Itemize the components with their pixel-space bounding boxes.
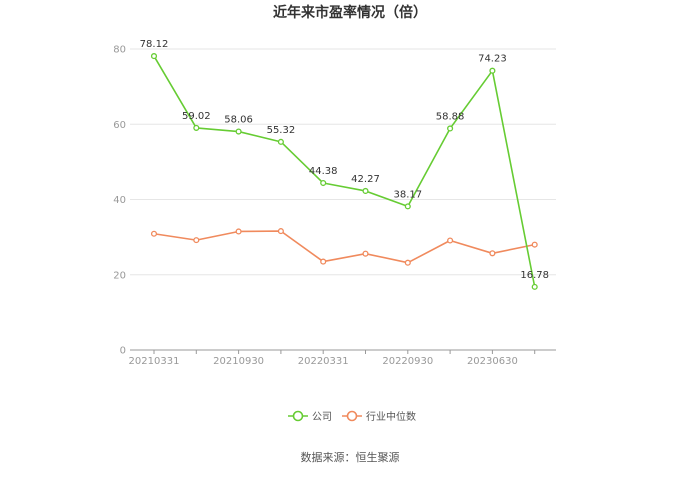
data-label: 58.88	[436, 111, 465, 122]
data-point	[531, 283, 538, 290]
data-point	[404, 259, 411, 266]
grid	[130, 48, 556, 276]
data-label: 44.38	[309, 166, 338, 177]
series-company	[150, 53, 538, 290]
y-tick-label: 0	[120, 346, 126, 357]
y-tick-label: 40	[113, 195, 126, 206]
y-tick-label: 80	[113, 45, 126, 56]
legend-marker	[292, 410, 304, 422]
data-point	[362, 187, 369, 195]
data-label: 59.02	[182, 111, 211, 122]
data-point	[277, 138, 284, 145]
data-point	[489, 250, 496, 257]
x-tick-label: 20220930	[382, 356, 433, 367]
data-point	[150, 53, 158, 60]
legend-item-company: 公司	[288, 410, 332, 423]
data-point	[447, 237, 454, 244]
y-tick-label: 20	[113, 270, 126, 281]
legend: 公司 行业中位数	[288, 410, 416, 423]
y-tick-label: 60	[113, 120, 126, 131]
data-label: 58.06	[224, 115, 253, 126]
data-point	[193, 124, 200, 131]
axes: 0 20 40 60 80 20210331 20210930 20220331 2022093…	[113, 45, 556, 367]
x-tick-label: 20220331	[298, 356, 349, 367]
series-line	[153, 230, 535, 264]
data-point	[447, 125, 454, 132]
data-point	[489, 67, 496, 74]
series-layer	[150, 53, 538, 290]
legend-marker	[346, 410, 358, 422]
x-tick-label: 20210331	[129, 356, 180, 367]
x-tick-label: 20210930	[213, 356, 264, 367]
data-point	[320, 258, 327, 265]
legend-item-industry-median: 行业中位数	[342, 410, 416, 423]
data-point	[150, 230, 158, 237]
data-point	[235, 228, 242, 235]
data-source: 数据来源：恒生聚源	[301, 450, 400, 464]
data-label: 74.23	[478, 54, 507, 65]
series-line	[153, 55, 536, 288]
data-point	[277, 228, 284, 235]
legend-label: 公司	[312, 412, 332, 423]
data-label: 78.12	[140, 39, 169, 50]
data-point	[320, 179, 327, 187]
data-labels: 78.12 59.02 58.06 55.32 44.38 42.27 38.17 58.88…	[140, 39, 549, 281]
data-label: 42.27	[351, 174, 380, 185]
series-industry-median	[150, 228, 538, 266]
x-tick-label: 20230630	[467, 356, 518, 367]
legend-label: 行业中位数	[366, 410, 416, 423]
data-point	[362, 250, 369, 257]
data-point	[193, 237, 200, 244]
data-label: 38.17	[393, 189, 422, 200]
data-label: 55.32	[267, 125, 296, 136]
data-label: 16.78	[520, 270, 549, 281]
data-point	[235, 128, 242, 135]
data-point	[404, 203, 411, 210]
chart-title: 近年来市盈率情况（倍）	[273, 4, 427, 21]
data-point	[531, 241, 538, 248]
